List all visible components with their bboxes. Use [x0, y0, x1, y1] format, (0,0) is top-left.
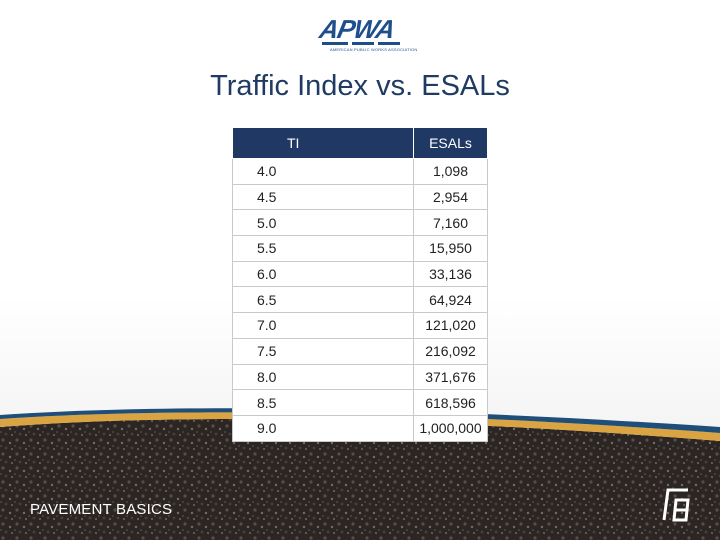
table-row: 6.5 64,924 [232, 286, 488, 314]
esals-cell: 371,676 [413, 363, 488, 391]
table-row: 4.5 2,954 [232, 183, 488, 211]
ti-cell: 4.0 [232, 158, 414, 185]
table-row: 5.5 15,950 [232, 235, 488, 262]
ti-cell: 7.5 [232, 337, 414, 365]
ti-cell: 6.0 [232, 260, 414, 288]
ti-cell: 6.5 [232, 286, 414, 314]
esals-cell: 2,954 [413, 183, 488, 211]
esals-cell: 33,136 [413, 260, 488, 288]
esals-cell: 64,924 [413, 286, 488, 314]
ti-cell: 9.0 [232, 414, 414, 442]
table-row: 8.0 371,676 [232, 363, 488, 391]
ti-cell: 8.0 [232, 363, 414, 391]
table-row: 4.0 1,098 [232, 158, 488, 185]
slide-title: Traffic Index vs. ESALs [210, 70, 510, 102]
ti-cell: 4.5 [232, 183, 414, 211]
esals-cell: 15,950 [413, 235, 488, 262]
apwa-logo-bars [318, 42, 406, 46]
column-header-esals: ESALs [413, 127, 488, 159]
esals-cell: 1,000,000 [413, 414, 488, 442]
ti-cell: 5.5 [232, 235, 414, 262]
table-row: 7.0 121,020 [232, 312, 488, 339]
column-header-ti: TI [232, 127, 414, 159]
esals-cell: 216,092 [413, 337, 488, 365]
esals-cell: 7,160 [413, 209, 488, 237]
ti-esals-table: TI ESALs 4.0 1,098 4.5 2,954 5.0 7,160 5.5 1… [232, 127, 488, 442]
table-header-row: TI ESALs [232, 127, 488, 159]
table-row: 5.0 7,160 [232, 209, 488, 237]
esals-cell: 1,098 [413, 158, 488, 185]
ti-cell: 7.0 [232, 312, 414, 339]
footer-label: PAVEMENT BASICS [30, 501, 173, 518]
table-row: 6.0 33,136 [232, 260, 488, 288]
esals-cell: 121,020 [413, 312, 488, 339]
table-row: 8.5 618,596 [232, 389, 488, 416]
pb-emblem-icon [662, 488, 690, 522]
apwa-logo: APWA AMERICAN PUBLIC WORKS ASSOCIATION [316, 14, 417, 52]
ti-cell: 8.5 [232, 389, 414, 416]
apwa-logo-tagline: AMERICAN PUBLIC WORKS ASSOCIATION [330, 47, 418, 52]
esals-cell: 618,596 [413, 389, 488, 416]
ti-cell: 5.0 [232, 209, 414, 237]
apwa-logo-word: APWA [316, 14, 398, 44]
table-row: 9.0 1,000,000 [232, 414, 488, 442]
table-row: 7.5 216,092 [232, 337, 488, 365]
